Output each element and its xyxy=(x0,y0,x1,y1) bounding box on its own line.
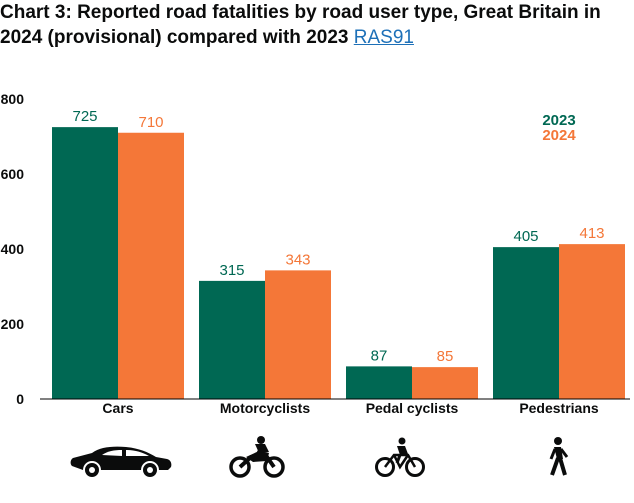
y-tick-label: 800 xyxy=(1,91,25,107)
bar-2023 xyxy=(199,280,265,399)
category-labels: Cars Motorcyclists Pedal cyclists Pedestria… xyxy=(102,400,598,416)
car-icon xyxy=(70,446,172,477)
category-label: Cars xyxy=(102,400,133,416)
data-label-2024: 413 xyxy=(579,225,604,242)
y-tick-label: 600 xyxy=(1,166,25,182)
chart-title: Chart 3: Reported road fatalities by roa… xyxy=(0,0,630,50)
data-label-2024: 343 xyxy=(285,251,310,268)
data-label-2024: 710 xyxy=(138,114,163,131)
y-tick-label: 200 xyxy=(1,316,25,332)
ras91-link[interactable]: RAS91 xyxy=(353,27,414,48)
bars xyxy=(52,127,625,399)
bicycle-icon xyxy=(375,437,425,477)
bar-2024 xyxy=(265,270,331,399)
bar-2023 xyxy=(346,366,412,399)
bar-2024 xyxy=(118,132,184,399)
data-label-2023: 725 xyxy=(72,108,97,125)
legend-item-2023: 2023 xyxy=(542,112,575,129)
y-tick-label: 0 xyxy=(16,391,24,407)
y-axis-ticks: 0 200 400 600 800 xyxy=(1,91,25,407)
bar-2023 xyxy=(493,247,559,399)
motorcycle-icon xyxy=(229,436,285,478)
data-label-2023: 315 xyxy=(219,262,244,279)
data-label-2024: 85 xyxy=(437,348,454,365)
bar-2024 xyxy=(559,244,625,399)
data-label-2023: 87 xyxy=(371,347,388,364)
data-labels: 725 710 315 343 87 85 405 413 xyxy=(72,108,604,365)
legend-item-2024: 2024 xyxy=(542,127,576,144)
category-label: Pedal cyclists xyxy=(366,400,459,416)
pedestrian-icon xyxy=(549,437,569,476)
category-label: Motorcyclists xyxy=(220,400,310,416)
y-tick-label: 400 xyxy=(1,241,25,257)
data-label-2023: 405 xyxy=(513,228,538,245)
category-label: Pedestrians xyxy=(519,400,599,416)
chart-title-text: Chart 3: Reported road fatalities by roa… xyxy=(0,2,601,48)
bar-2024 xyxy=(412,367,478,399)
bar-2023 xyxy=(52,127,118,399)
